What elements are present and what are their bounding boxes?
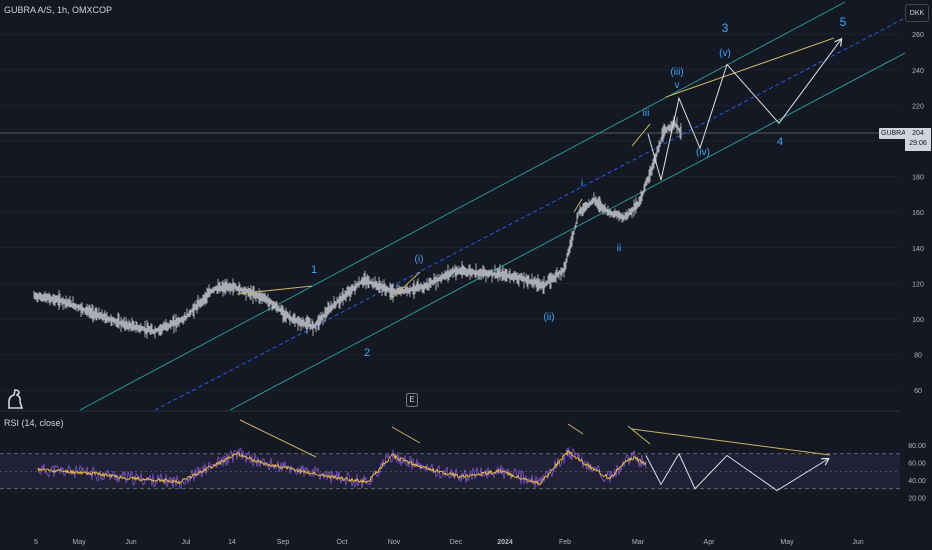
price-tick-label: 220 [912, 103, 924, 110]
rsi-tick-label: 20.00 [908, 496, 926, 503]
rsi-divergence-line [627, 425, 651, 445]
wave-projection[interactable] [645, 40, 841, 492]
wedge-line [236, 285, 313, 295]
channel-lower-line [229, 52, 906, 411]
wave-label: 2 [364, 347, 370, 359]
chart-title: GUBRA A/S, 1h, OMXCOP [4, 5, 113, 15]
price-tick-label: 140 [912, 246, 924, 253]
wave-label: 1 [311, 264, 317, 276]
currency-button[interactable]: DKK [905, 4, 929, 22]
time-tick-label: 2024 [497, 539, 513, 546]
current-price-box: 204 29:06 [905, 128, 931, 151]
price-tick-label: 260 [912, 32, 924, 39]
time-tick-label: Apr [704, 539, 716, 546]
time-tick-label: May [780, 539, 794, 546]
wave-label: iii [643, 108, 650, 119]
channel-upper-line [79, 1, 846, 411]
wave-label: (i) [415, 254, 424, 265]
price-tick-label: 60 [914, 388, 922, 395]
dino-logo-icon[interactable] [6, 388, 24, 410]
time-tick-label: 14 [228, 539, 236, 546]
rsi-divergence-line [239, 419, 317, 458]
price-tick-label: 240 [912, 68, 924, 75]
wave-label: i [581, 178, 583, 189]
rsi-divergence-line [391, 426, 421, 444]
price-tick-label: 80 [914, 353, 922, 360]
price-series [33, 116, 682, 339]
channel-mid-line [154, 17, 906, 411]
time-axis: 5 May Jun Jul 14 Sep Oct Nov Dec 2024 Feb Mar Apr May… [34, 539, 864, 546]
wedge-line [389, 271, 421, 301]
trend-channel[interactable] [79, 1, 906, 411]
wave-label: (v) [719, 48, 731, 59]
time-tick-label: May [72, 539, 86, 546]
wave-label: (ii) [543, 312, 554, 323]
time-tick-label: Jul [182, 539, 191, 546]
rsi-tick-label: 60.00 [908, 461, 926, 468]
time-tick-label: Dec [450, 539, 463, 546]
wedge-line [665, 37, 835, 98]
time-tick-label: Sep [277, 539, 290, 546]
wedge-line [573, 198, 583, 213]
wave-label: (iii) [670, 67, 683, 78]
rsi-title: RSI (14, close) [4, 418, 64, 428]
wave-label: 5 [840, 15, 847, 29]
wave-label: (iv) [696, 147, 710, 158]
time-tick-label: Feb [559, 539, 571, 546]
bar-countdown: 29:06 [909, 140, 927, 147]
wave-label: ii [617, 243, 621, 254]
wedge-lines[interactable] [236, 37, 835, 458]
time-tick-label: Jun [852, 539, 863, 546]
wedge-line [631, 123, 651, 147]
rsi-ma-line [37, 450, 647, 486]
rsi-divergence-line [631, 428, 831, 456]
price-tick-label: 180 [912, 175, 924, 182]
price-tick-label: 120 [912, 281, 924, 288]
price-axis: 6080100120140160180200220240260 [912, 32, 924, 395]
time-tick-label: Jun [125, 539, 136, 546]
time-tick-label: Mar [632, 539, 645, 546]
price-projection-path [647, 40, 841, 181]
wave-label: 4 [777, 136, 783, 148]
rsi-projection-path [645, 452, 828, 492]
time-tick-label: Oct [337, 539, 348, 546]
rsi-divergence-line [567, 423, 584, 435]
price-tick-label: 160 [912, 210, 924, 217]
time-tick-label: Nov [388, 539, 401, 546]
current-price-value: 204 [912, 130, 924, 137]
rsi-tick-label: 40.00 [908, 478, 926, 485]
symbol-tag: GUBRA [879, 128, 908, 139]
price-tick-label: 100 [912, 317, 924, 324]
earnings-marker-icon[interactable]: E [406, 393, 418, 407]
rsi-tick-label: 80.00 [908, 443, 926, 450]
rsi-series [37, 446, 647, 490]
wave-label: 3 [722, 21, 729, 35]
wave-label: v [675, 80, 680, 91]
time-tick-label: 5 [34, 539, 38, 546]
rsi-axis: 20.00 40.00 60.00 80.00 [908, 443, 926, 503]
